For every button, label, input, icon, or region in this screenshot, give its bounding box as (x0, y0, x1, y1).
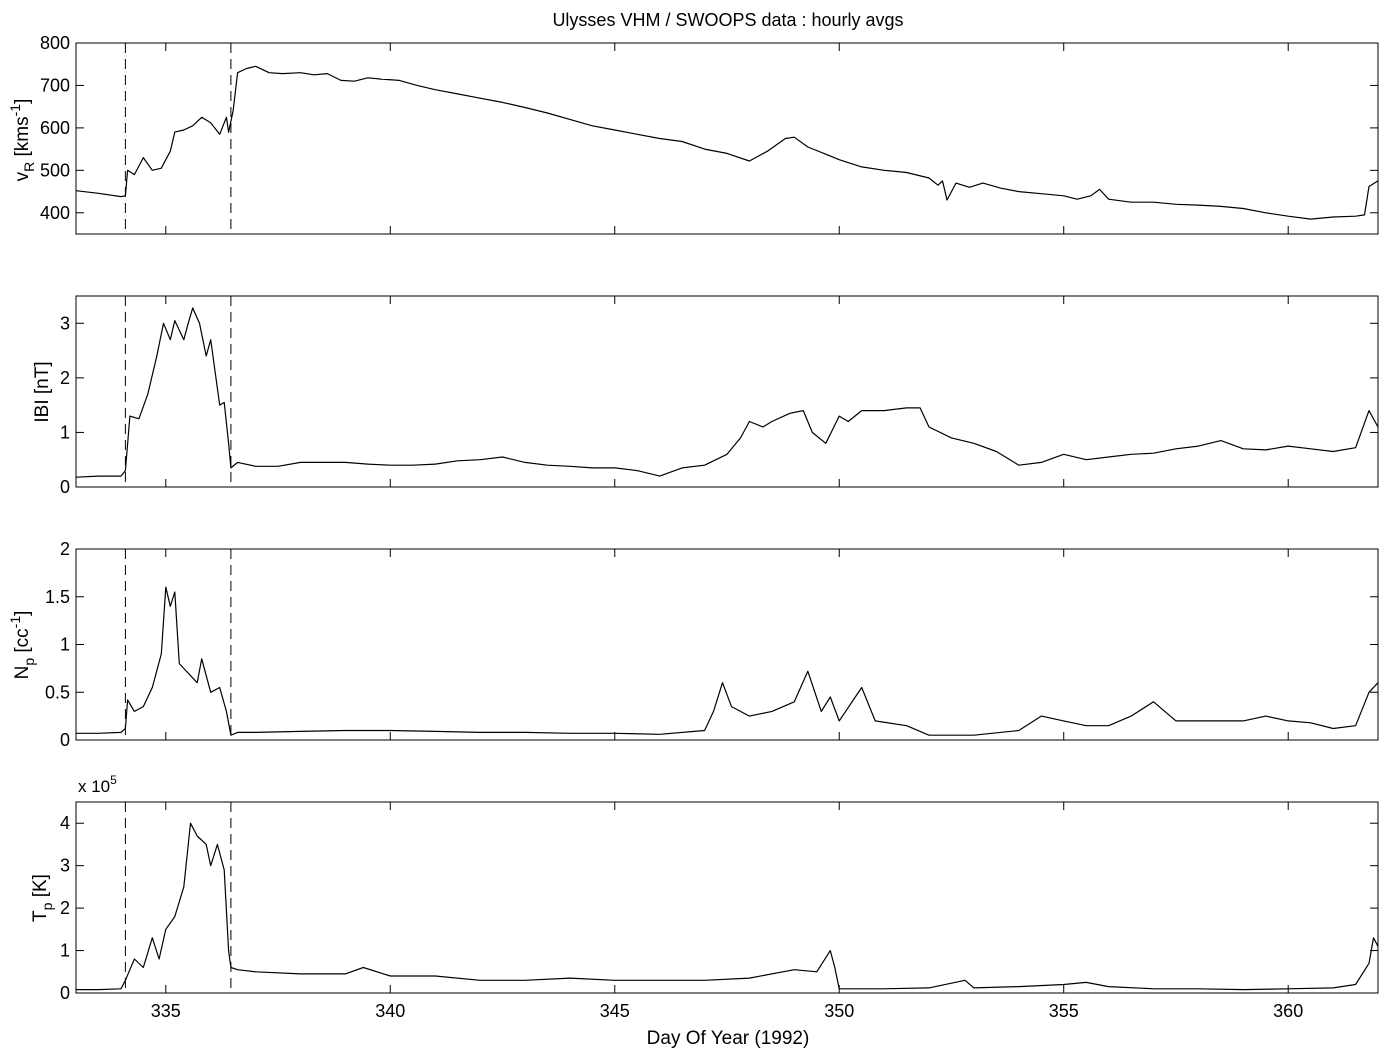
temperature-plot-frame (75, 801, 1379, 994)
field-panel-ylabel: IBI [nT] (32, 361, 53, 422)
speed-y-tick-label: 700 (40, 75, 70, 95)
temperature-y-tick-label: 0 (60, 983, 70, 1003)
field-series-line (75, 307, 1379, 478)
temperature-y-tick-label: 2 (60, 898, 70, 918)
density-y-tick-label: 2 (60, 539, 70, 559)
temperature-y-tick-label: 1 (60, 941, 70, 961)
temperature-y-tick-label: 3 (60, 856, 70, 876)
density-y-tick-label: 0 (60, 730, 70, 750)
density-y-tick-label: 1.5 (45, 587, 70, 607)
density-y-tick-label: 0.5 (45, 682, 70, 702)
x-tick-label: 355 (1049, 1001, 1079, 1021)
field-plot-frame (75, 295, 1379, 488)
speed-y-tick-label: 800 (40, 33, 70, 53)
density-y-tick-label: 1 (60, 635, 70, 655)
speed-series-line (75, 65, 1379, 220)
x-tick-label: 360 (1273, 1001, 1303, 1021)
temperature-series-line (76, 822, 1379, 991)
temperature-panel: Tp [K] x 105 335 340 345 350 355 360 0 1 2 3 4 (30, 773, 1379, 1021)
field-y-tick-label: 1 (60, 422, 70, 442)
speed-plot-frame (75, 42, 1379, 235)
temperature-panel-ylabel: Tp [K] (30, 874, 55, 922)
x-tick-label: 340 (375, 1001, 405, 1021)
speed-y-tick-label: 600 (40, 118, 70, 138)
figure-title: Ulysses VHM / SWOOPS data : hourly avgs (552, 10, 903, 30)
speed-y-tick-label: 500 (40, 160, 70, 180)
x-tick-label: 345 (600, 1001, 630, 1021)
x-axis-label: Day Of Year (1992) (647, 1028, 810, 1049)
density-panel-ylabel: Np [cc-1] (7, 611, 37, 680)
field-y-tick-label: 0 (60, 477, 70, 497)
field-panel: IBI [nT] 0 1 2 3 (32, 295, 1379, 497)
density-panel: Np [cc-1] 0 0.5 1 1.5 2 (7, 539, 1379, 750)
speed-y-tick-label: 400 (40, 203, 70, 223)
x-tick-label: 335 (151, 1001, 181, 1021)
density-plot-frame (75, 548, 1379, 741)
x-tick-label: 350 (824, 1001, 854, 1021)
speed-panel: vR [kms-1] 400 500 600 700 800 (7, 33, 1379, 235)
temperature-y-tick-label: 4 (60, 813, 70, 833)
density-series-line (76, 586, 1379, 736)
temperature-exponent-label: x 105 (78, 773, 117, 796)
speed-panel-ylabel: vR [kms-1] (7, 99, 37, 182)
field-y-tick-label: 3 (60, 313, 70, 333)
field-y-tick-label: 2 (60, 368, 70, 388)
